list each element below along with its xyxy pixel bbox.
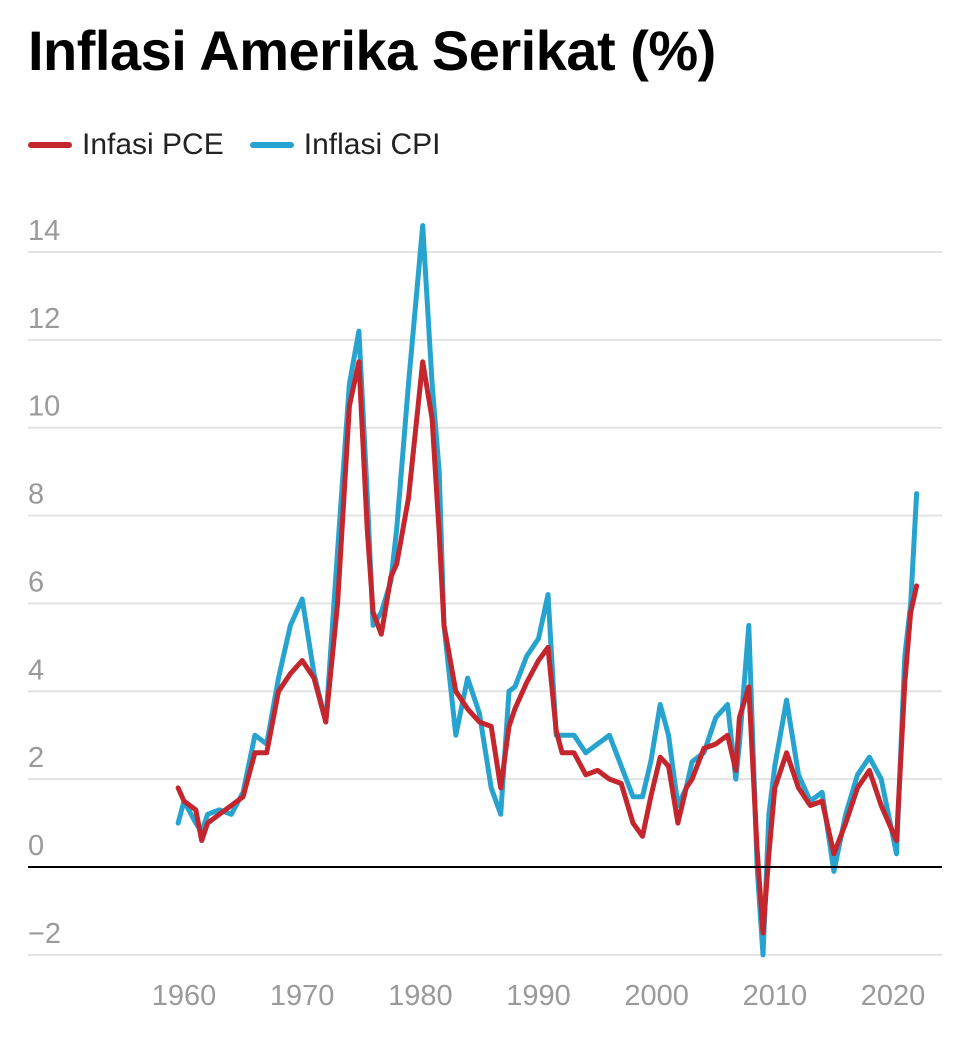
x-tick-label: 2000	[624, 980, 689, 1012]
x-tick-label: 2020	[861, 980, 926, 1012]
legend-label-cpi: Inflasi CPI	[303, 128, 441, 161]
chart-title: Inflasi Amerika Serikat (%)	[28, 19, 716, 82]
x-tick-label: 1990	[506, 980, 571, 1012]
y-tick-label: 14	[28, 215, 60, 247]
y-tick-label: 2	[28, 742, 44, 774]
y-tick-label: 10	[28, 391, 60, 423]
y-tick-label: −2	[28, 918, 61, 950]
y-tick-label: 4	[28, 654, 44, 686]
y-axis-ticks: −2 0 2 4 6 8 10 12 14	[28, 215, 61, 950]
x-axis-ticks: 1960 1970 1980 1990 2000 2010 2020	[152, 980, 926, 1012]
y-tick-label: 12	[28, 303, 60, 335]
grid-lines	[28, 251, 942, 956]
legend-item-cpi: Inflasi CPI	[249, 128, 441, 162]
x-tick-label: 2010	[743, 980, 808, 1012]
x-tick-label: 1970	[270, 980, 335, 1012]
y-tick-label: 8	[28, 479, 44, 511]
series-lines	[28, 223, 942, 958]
x-tick-label: 1980	[388, 980, 453, 1012]
x-tick-label: 1960	[152, 980, 217, 1012]
series-line-pce	[175, 359, 920, 936]
legend-label-pce: Infasi PCE	[82, 128, 224, 161]
y-tick-label: 0	[28, 830, 44, 862]
legend-swatch-pce	[28, 142, 72, 148]
y-tick-label: 6	[28, 566, 44, 598]
legend-item-pce: Infasi PCE	[28, 128, 224, 162]
chart-legend: Infasi PCE Inflasi CPI	[28, 128, 466, 162]
series-line-cpi	[175, 223, 920, 958]
legend-swatch-cpi	[249, 142, 294, 148]
